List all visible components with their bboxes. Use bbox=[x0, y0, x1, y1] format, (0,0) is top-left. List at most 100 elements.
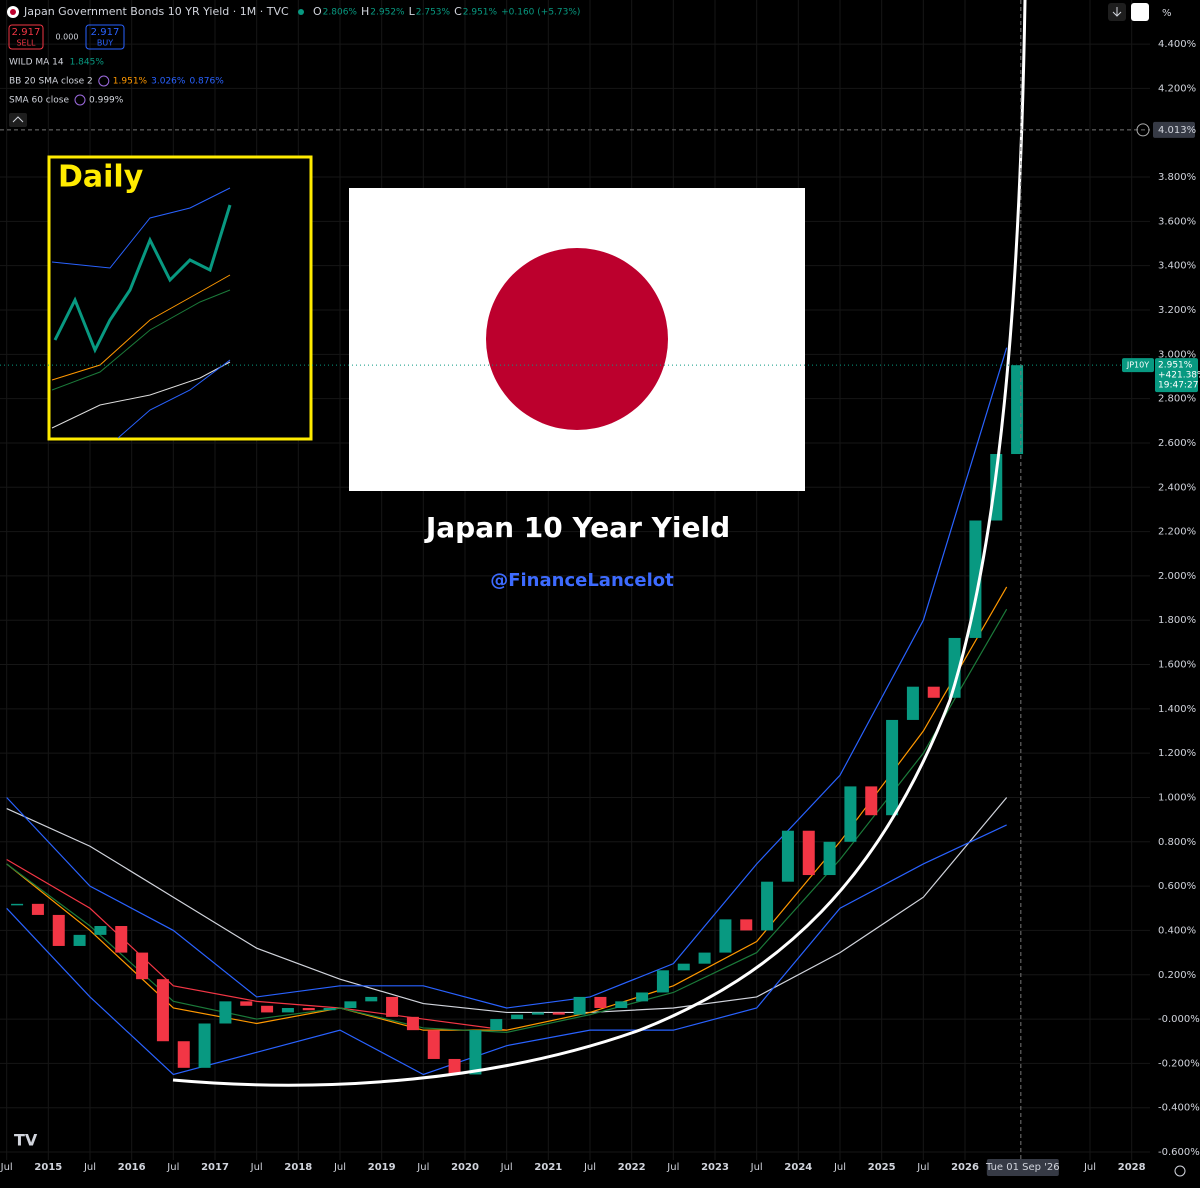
candle bbox=[761, 881, 774, 931]
indicator-value: 0.999% bbox=[89, 96, 124, 106]
x-tick-label: 2025 bbox=[868, 1162, 896, 1173]
inset-line bbox=[51, 361, 231, 429]
inset-candles bbox=[53, 204, 232, 354]
candle bbox=[948, 637, 961, 698]
crosshair-plus bbox=[1136, 123, 1150, 137]
ohlc-key: L bbox=[409, 5, 416, 18]
collapse-button[interactable] bbox=[9, 113, 27, 127]
candle bbox=[823, 841, 836, 876]
price-badge-box bbox=[1155, 358, 1198, 393]
y-tick-label: -0.200% bbox=[1158, 1058, 1200, 1069]
x-tick-label: Jul bbox=[416, 1162, 429, 1173]
sell-price: 2.917 bbox=[12, 27, 41, 38]
x-tick-label: 2021 bbox=[534, 1162, 562, 1173]
trend-curve bbox=[172, 0, 1027, 1087]
candle bbox=[698, 952, 711, 964]
candle bbox=[615, 1001, 628, 1008]
y-tick-label: -0.000% bbox=[1158, 1014, 1200, 1025]
indicators: WILD MA 14 1.845% BB 20 SMA close 2 1.951% 3… bbox=[9, 58, 224, 106]
candle bbox=[906, 686, 919, 720]
x-tick-label: Jul bbox=[583, 1162, 596, 1173]
candle bbox=[177, 1041, 190, 1068]
buy-label: BUY bbox=[97, 39, 113, 48]
y-tick-label: 2.800% bbox=[1158, 394, 1196, 405]
symbol-badge-box bbox=[1122, 358, 1154, 373]
candle bbox=[261, 1005, 274, 1013]
y-tick-label: 2.400% bbox=[1158, 482, 1196, 493]
candle bbox=[636, 992, 649, 1002]
x-tick-label: 2020 bbox=[451, 1162, 479, 1173]
crosshair-y-box bbox=[1153, 121, 1195, 138]
x-tick-label: Jul bbox=[166, 1162, 179, 1173]
crosshair-x-box bbox=[986, 1159, 1059, 1176]
y-tick-label: 3.400% bbox=[1158, 261, 1196, 272]
indicator-icon bbox=[98, 75, 110, 87]
ohlc-key: O bbox=[313, 5, 322, 18]
ohlc-value: 2.952% bbox=[370, 8, 405, 18]
y-tick-label: 4.200% bbox=[1158, 83, 1196, 94]
marks bbox=[6, 347, 1024, 1076]
x-tick-label: 2017 bbox=[201, 1162, 229, 1173]
ohlc-value: 2.806% bbox=[323, 8, 358, 18]
y-tick-label: 2.000% bbox=[1158, 571, 1196, 582]
spread: 0.000 bbox=[56, 33, 79, 42]
candle bbox=[73, 934, 86, 946]
settings-icon[interactable] bbox=[1174, 1165, 1186, 1177]
candle bbox=[240, 1001, 253, 1006]
x-tick-label: 2023 bbox=[701, 1162, 729, 1173]
x-tick-label: 2016 bbox=[118, 1162, 146, 1173]
percent-button[interactable]: % bbox=[1162, 8, 1172, 19]
indicator-value: 1.845% bbox=[70, 58, 105, 68]
x-tick-label: Jul bbox=[916, 1162, 929, 1173]
y-tick-label: 3.200% bbox=[1158, 305, 1196, 316]
y-tick-label: -0.600% bbox=[1158, 1147, 1200, 1158]
candle bbox=[781, 830, 794, 882]
indicator-line bbox=[6, 608, 1008, 1033]
candle bbox=[719, 919, 732, 953]
y-tick-label: 4.400% bbox=[1158, 39, 1196, 50]
indicator-icon bbox=[74, 94, 86, 106]
countdown: 19:47:27 bbox=[1158, 381, 1198, 391]
candle bbox=[115, 926, 128, 953]
change: +0.160 (+5.73%) bbox=[501, 8, 580, 18]
x-tick-label: 2015 bbox=[34, 1162, 62, 1173]
y-tick-label: 1.400% bbox=[1158, 704, 1196, 715]
inset-line bbox=[51, 289, 231, 391]
overlay-handle: @FinanceLancelot bbox=[490, 570, 674, 591]
candle bbox=[52, 914, 65, 946]
candle bbox=[656, 970, 669, 993]
candle bbox=[156, 979, 169, 1042]
symbol-icon-dot bbox=[10, 9, 16, 15]
buy-button[interactable] bbox=[85, 24, 125, 50]
candle bbox=[448, 1058, 461, 1075]
y-tick-label: 2.200% bbox=[1158, 527, 1196, 538]
crosshair-x-label: Tue 01 Sep '26 bbox=[985, 1162, 1060, 1173]
ohlc-value: 2.951% bbox=[463, 8, 498, 18]
candle bbox=[31, 903, 44, 915]
status-dot bbox=[298, 9, 304, 15]
indicator-line bbox=[6, 347, 1008, 1009]
inset-line bbox=[117, 359, 231, 439]
indicator-name: SMA 60 close bbox=[9, 96, 69, 106]
candle bbox=[198, 1023, 211, 1068]
y-tick-label: 0.600% bbox=[1158, 881, 1196, 892]
candle bbox=[490, 1019, 503, 1031]
candle bbox=[11, 903, 24, 906]
sell-button[interactable] bbox=[8, 24, 44, 50]
fit-button[interactable] bbox=[1131, 3, 1149, 21]
buy-price: 2.917 bbox=[91, 27, 120, 38]
inset-line bbox=[51, 274, 231, 381]
candle bbox=[344, 1001, 357, 1008]
candle bbox=[469, 1030, 482, 1075]
x-tick-label: 2026 bbox=[951, 1162, 979, 1173]
symbol-title: Japan Government Bonds 10 YR Yield · 1M … bbox=[23, 5, 289, 18]
candle bbox=[865, 786, 878, 816]
x-tick-label: 2022 bbox=[618, 1162, 646, 1173]
sell-label: SELL bbox=[16, 39, 36, 48]
y-tick-label: 1.600% bbox=[1158, 660, 1196, 671]
y-tick-label: 0.800% bbox=[1158, 837, 1196, 848]
x-tick-label: 2019 bbox=[368, 1162, 396, 1173]
x-tick-label: Jul bbox=[833, 1162, 846, 1173]
overlay-title: Japan 10 Year Yield bbox=[424, 511, 730, 544]
inset-line bbox=[51, 187, 231, 269]
